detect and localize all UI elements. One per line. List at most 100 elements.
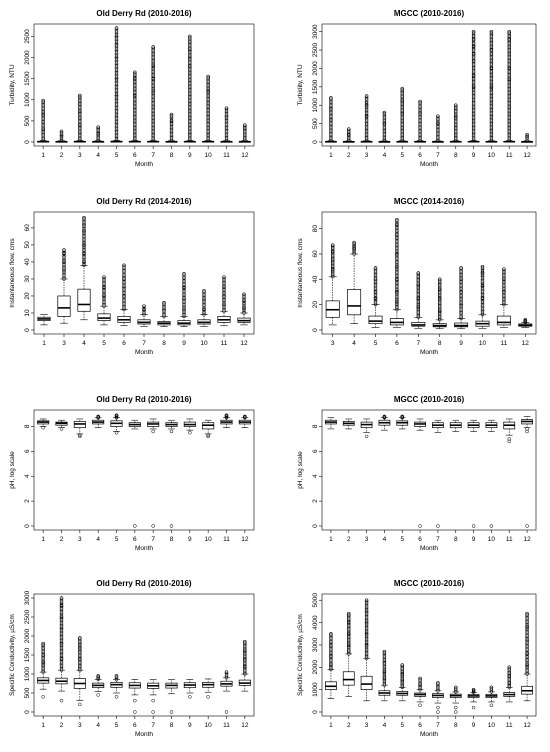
y-tick-label: 1000: [24, 666, 31, 681]
box-group: [197, 289, 211, 327]
outlier-point: [395, 218, 399, 222]
outlier-point: [416, 283, 421, 288]
outlier-point: [364, 609, 369, 614]
outlier-point: [382, 414, 387, 419]
x-tick-label: 8: [438, 340, 442, 347]
outlier-point: [418, 683, 422, 687]
outlier-point: [418, 99, 422, 104]
y-axis-label: pH, log scale: [9, 451, 16, 489]
x-tick-label: 4: [383, 536, 387, 543]
outlier-point: [436, 133, 440, 138]
outlier-point: [416, 296, 421, 301]
outlier-point: [416, 305, 421, 309]
chart-title: Old Derry Rd (2010-2016): [96, 579, 191, 588]
outlier-point: [507, 437, 511, 441]
x-tick-label: 8: [162, 340, 166, 347]
outlier-point: [480, 283, 485, 288]
x-tick-label: 12: [523, 152, 531, 159]
outlier-point: [489, 85, 494, 89]
box-group: [414, 418, 426, 528]
outlier-point: [400, 86, 404, 91]
y-axis-label: Instantaneous flow, cms: [9, 238, 16, 308]
outlier-point: [436, 137, 440, 142]
x-tick-label: 2: [347, 152, 351, 159]
outlier-point: [418, 110, 422, 115]
box-group: [396, 86, 409, 143]
outlier-point: [151, 76, 155, 81]
plot-frame: [321, 593, 537, 717]
outlier-point: [400, 678, 404, 683]
outlier-point: [142, 305, 146, 310]
outlier-point: [364, 95, 369, 100]
y-tick-label: 2: [24, 499, 31, 503]
x-tick-label: 12: [241, 722, 249, 729]
box-group: [414, 99, 426, 143]
outlier-point: [436, 126, 440, 131]
x-tick-label: 7: [151, 152, 155, 159]
outlier-point: [525, 132, 529, 137]
outlier-point: [96, 693, 100, 697]
box-group: [147, 45, 160, 143]
outlier-point: [224, 670, 229, 674]
x-tick-label: 1: [329, 536, 333, 543]
outlier-point: [59, 657, 64, 661]
plot-frame: [33, 409, 255, 531]
box-group: [73, 93, 86, 143]
box-group: [92, 125, 105, 143]
outlier-point: [364, 599, 369, 604]
box-group: [485, 29, 498, 143]
x-tick-label: 11: [506, 722, 513, 729]
chart-panel: MGCC (2010-2016) Month Specific Conductivi…: [297, 579, 537, 738]
outlier-point: [373, 277, 378, 282]
outlier-point: [436, 705, 440, 710]
outlier-point: [436, 682, 440, 686]
box-group: [396, 414, 409, 430]
outlier-point: [202, 297, 206, 302]
outlier-point: [243, 414, 247, 419]
x-tick-label: 1: [41, 536, 45, 543]
outlier-point: [151, 46, 155, 51]
x-tick-label: 6: [133, 536, 137, 543]
box-group: [55, 596, 68, 703]
outlier-point: [169, 119, 174, 123]
outlier-point: [41, 643, 45, 647]
box-group: [165, 112, 178, 143]
x-tick-label: 12: [241, 536, 249, 543]
y-tick-label: 5000: [312, 593, 319, 608]
y-tick-label: 2: [312, 499, 319, 503]
outlier-point: [373, 296, 378, 301]
box-group: [220, 670, 233, 714]
x-tick-label: 12: [523, 536, 531, 543]
x-tick-label: 12: [241, 152, 249, 159]
outlier-point: [471, 44, 476, 49]
outlier-point: [59, 641, 64, 646]
outlier-point: [489, 687, 494, 691]
box-group: [183, 34, 196, 143]
outlier-point: [96, 129, 100, 134]
outlier-point: [507, 66, 511, 71]
outlier-point: [151, 710, 155, 714]
x-tick-label: 5: [400, 152, 404, 159]
x-tick-label: 4: [383, 152, 387, 159]
x-tick-label: 9: [459, 340, 463, 347]
outlier-point: [395, 264, 399, 269]
x-tick-label: 7: [151, 722, 155, 729]
outlier-point: [82, 251, 86, 256]
outlier-point: [525, 663, 529, 667]
outlier-point: [507, 665, 511, 670]
outlier-point: [162, 306, 166, 310]
box-group: [467, 29, 480, 143]
y-axis-label: Turbidity, NTU: [297, 64, 304, 105]
outlier-point: [502, 268, 506, 273]
outlier-point: [364, 643, 369, 647]
outlier-point: [418, 524, 422, 528]
outlier-point: [133, 71, 137, 76]
box-group: [97, 275, 111, 326]
y-tick-label: 0: [24, 140, 31, 144]
x-tick-label: 8: [170, 536, 174, 543]
plot-frame: [321, 409, 537, 531]
y-tick-label: 500: [24, 115, 31, 126]
outlier-point: [436, 117, 440, 121]
outlier-point: [169, 114, 174, 118]
x-tick-label: 6: [133, 152, 137, 159]
